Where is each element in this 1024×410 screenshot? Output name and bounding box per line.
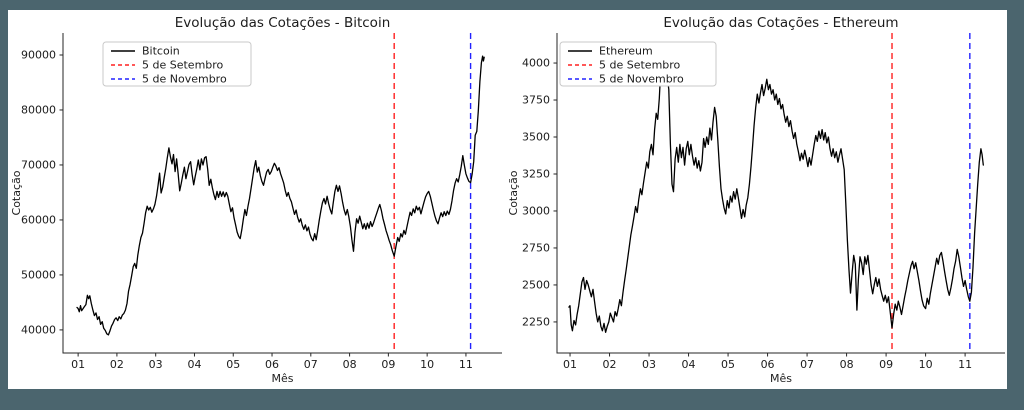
x-tick-label: 01 bbox=[563, 358, 577, 371]
chart-title: Evolução das Cotações - Ethereum bbox=[663, 15, 898, 31]
x-tick-label: 11 bbox=[459, 358, 473, 371]
x-axis-label: Mês bbox=[272, 372, 294, 385]
chart-title: Evolução das Cotações - Bitcoin bbox=[175, 15, 391, 31]
x-tick-label: 10 bbox=[420, 358, 434, 371]
y-tick-label: 2750 bbox=[522, 241, 550, 254]
axes-spines bbox=[556, 33, 1005, 354]
bitcoin-chart: 01 02 03 04 05 06 07 08 09 10 11 40000 50000 60000 700… bbox=[8, 10, 505, 389]
x-tick-label: 07 bbox=[800, 358, 814, 371]
x-tick-label: 10 bbox=[919, 358, 933, 371]
x-tick-label: 06 bbox=[761, 358, 775, 371]
y-tick-label: 2250 bbox=[522, 315, 550, 328]
y-tick-label: 3250 bbox=[522, 167, 550, 180]
x-tick-label: 09 bbox=[879, 358, 893, 371]
y-tick-label: 4000 bbox=[522, 57, 550, 70]
y-axis-label: Cotação bbox=[507, 170, 520, 215]
y-tick-label: 70000 bbox=[21, 158, 56, 171]
y-tick-label: 2500 bbox=[522, 278, 550, 291]
y-tick-label: 80000 bbox=[21, 103, 56, 116]
x-tick-label: 11 bbox=[958, 358, 972, 371]
x-tick-label: 01 bbox=[71, 358, 85, 371]
chart-canvas: 01 02 03 04 05 06 07 08 09 10 11 40000 50000 60000 700… bbox=[10, 15, 502, 385]
x-axis-label: Mês bbox=[770, 372, 792, 385]
legend-box bbox=[102, 41, 252, 87]
series-line-bitcoin bbox=[76, 55, 485, 336]
legend-label-bitcoin: Bitcoin bbox=[142, 45, 180, 58]
x-tick-label: 05 bbox=[226, 358, 240, 371]
x-tick-label: 02 bbox=[110, 358, 124, 371]
legend-label-5-de-novembro: 5 de Novembro bbox=[599, 73, 684, 86]
x-tick-label: 08 bbox=[343, 358, 357, 371]
axes-spines bbox=[62, 33, 502, 354]
y-tick-label: 3500 bbox=[522, 131, 550, 144]
x-tick-label: 03 bbox=[149, 358, 163, 371]
x-tick-label: 09 bbox=[381, 358, 395, 371]
x-tick-label: 08 bbox=[840, 358, 854, 371]
legend-label-5-de-novembro: 5 de Novembro bbox=[142, 73, 227, 86]
x-tick-label: 04 bbox=[187, 358, 201, 371]
chart-canvas: 01 02 03 04 05 06 07 08 09 10 11 2250 2500 2750 3000 32… bbox=[507, 15, 1005, 385]
y-axis-label: Cotação bbox=[10, 170, 23, 215]
x-tick-label: 04 bbox=[682, 358, 696, 371]
y-tick-label: 90000 bbox=[21, 48, 56, 61]
x-tick-label: 07 bbox=[304, 358, 318, 371]
x-tick-label: 02 bbox=[603, 358, 617, 371]
y-tick-label: 40000 bbox=[21, 323, 56, 336]
x-tick-label: 06 bbox=[265, 358, 279, 371]
series-line-ethereum bbox=[568, 52, 984, 333]
legend-label-5-de-setembro: 5 de Setembro bbox=[599, 59, 681, 72]
legend-box bbox=[559, 41, 717, 87]
ethereum-chart: 01 02 03 04 05 06 07 08 09 10 11 2250 2500 2750 3000 32… bbox=[505, 10, 1007, 389]
legend-label-ethereum: Ethereum bbox=[599, 45, 653, 58]
y-tick-label: 3750 bbox=[522, 94, 550, 107]
y-tick-label: 3000 bbox=[522, 204, 550, 217]
legend-label-5-de-setembro: 5 de Setembro bbox=[142, 59, 224, 72]
matplotlib-figure: 01 02 03 04 05 06 07 08 09 10 11 40000 50000 60000 700… bbox=[8, 10, 1007, 389]
y-tick-label: 50000 bbox=[21, 268, 56, 281]
x-tick-label: 03 bbox=[642, 358, 656, 371]
x-tick-label: 05 bbox=[721, 358, 735, 371]
y-tick-label: 60000 bbox=[21, 213, 56, 226]
